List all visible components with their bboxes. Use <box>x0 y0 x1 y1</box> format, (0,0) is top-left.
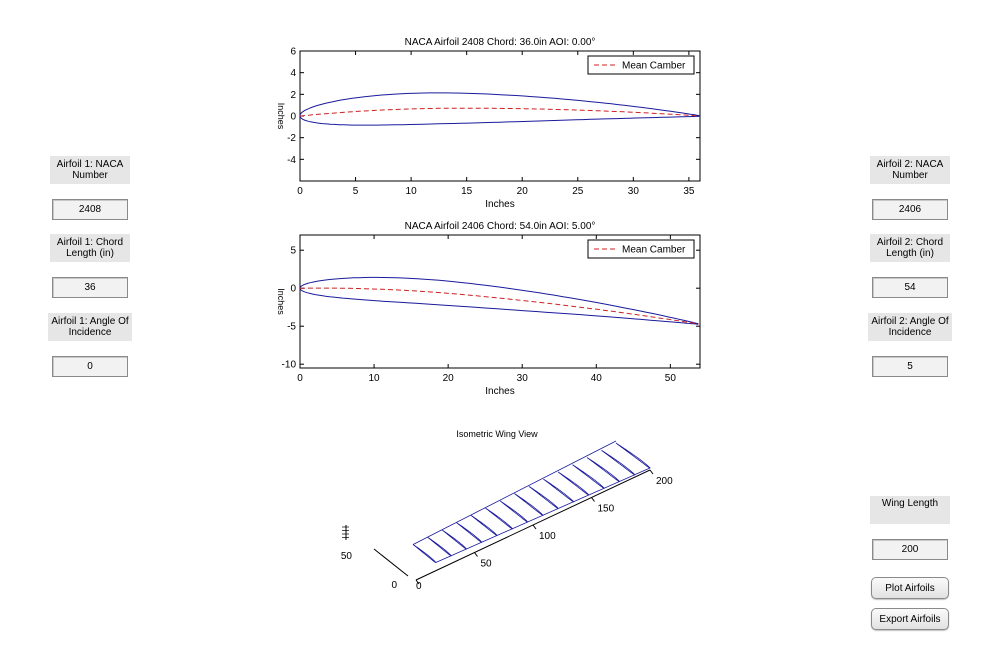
plot-lines <box>300 92 700 126</box>
x-tick-label: 30 <box>517 373 529 384</box>
airfoil2-naca-input[interactable] <box>872 199 948 220</box>
y-tick-label: -5 <box>287 322 296 333</box>
airfoil1-chord-input[interactable] <box>52 277 128 298</box>
span-tick-label: 50 <box>481 559 493 570</box>
x-tick-label: 5 <box>353 186 359 197</box>
chart-title: NACA Airfoil 2408 Chord: 36.0in AOI: 0.0… <box>405 37 596 48</box>
y-tick-label: -2 <box>287 133 296 144</box>
x-tick-label: 20 <box>517 186 529 197</box>
plot-airfoils-button[interactable]: Plot Airfoils <box>871 577 949 599</box>
wing-section-line <box>514 493 544 516</box>
span-tick <box>591 497 595 502</box>
span-tick <box>649 469 654 475</box>
wing-section-line <box>441 529 467 550</box>
wing-length-input[interactable] <box>872 539 948 560</box>
legend-box <box>587 239 695 259</box>
airfoil1-naca-input[interactable] <box>52 199 128 220</box>
mean-camber-line <box>300 107 700 117</box>
wing-section-line <box>572 464 605 489</box>
y-tick-label: 5 <box>290 246 296 257</box>
plot-lines <box>300 276 699 325</box>
airfoil2-chord-label: Airfoil 2: Chord Length (in) <box>870 234 950 262</box>
y-tick-label: 4 <box>290 68 296 79</box>
y-tick-label: -4 <box>287 155 296 166</box>
airfoil1-aoi-label: Airfoil 1: Angle Of Incidence <box>48 313 132 341</box>
wing-sections <box>412 440 651 563</box>
airfoil1-chart: NACA Airfoil 2408 Chord: 36.0in AOI: 0.0… <box>276 37 701 210</box>
trailing-edge-line <box>412 440 617 545</box>
legend-entry: Mean Camber <box>622 245 686 256</box>
wing-section-line <box>485 507 513 530</box>
airfoil-profile-line <box>300 92 700 126</box>
wing-section-line <box>499 500 528 523</box>
x-tick-label: 40 <box>591 373 603 384</box>
wing-section-line <box>412 544 437 563</box>
airfoil2-chart: NACA Airfoil 2406 Chord: 54.0in AOI: 5.0… <box>276 221 701 397</box>
chord-tick-label: 0 <box>391 580 397 591</box>
airfoil-profile-line <box>300 276 699 325</box>
x-tick-label: 30 <box>628 186 640 197</box>
x-tick-label: 35 <box>683 186 695 197</box>
x-tick-label: 25 <box>572 186 584 197</box>
x-tick-label: 0 <box>297 373 303 384</box>
x-tick-label: 10 <box>406 186 418 197</box>
x-tick-label: 20 <box>443 373 455 384</box>
x-tick-label: 0 <box>297 186 303 197</box>
airfoil1-aoi-input[interactable] <box>52 356 128 377</box>
airfoil1-chord-label: Airfoil 1: Chord Length (in) <box>50 234 130 262</box>
x-axis-label: Inches <box>485 386 514 397</box>
chord-axis <box>373 548 409 577</box>
x-axis-label: Inches <box>485 199 514 210</box>
span-tick-label: 200 <box>656 476 673 487</box>
y-tick-label: 0 <box>290 284 296 295</box>
wing-section-line <box>615 442 651 469</box>
x-tick-label: 10 <box>369 373 381 384</box>
plot-frame <box>299 50 701 182</box>
legend-box <box>587 55 695 75</box>
span-tick-label: 100 <box>539 531 556 542</box>
wing-section-line <box>557 471 590 496</box>
wing-section-line <box>528 486 559 509</box>
chord-tick-label: 50 <box>341 551 353 562</box>
legend-entry: Mean Camber <box>622 61 686 72</box>
airfoil2-aoi-label: Airfoil 2: Angle Of Incidence <box>868 313 952 341</box>
y-tick-label: -10 <box>282 360 297 371</box>
airfoil1-naca-label: Airfoil 1: NACA Number <box>50 156 130 184</box>
span-tick <box>415 579 420 585</box>
span-tick <box>474 552 478 557</box>
wing-section-line <box>470 515 498 536</box>
chart-title: NACA Airfoil 2406 Chord: 54.0in AOI: 5.0… <box>405 221 596 232</box>
span-axis <box>415 469 651 581</box>
span-tick-label: 150 <box>598 504 615 515</box>
export-airfoils-button[interactable]: Export Airfoils <box>871 608 949 630</box>
airfoil2-naca-label: Airfoil 2: NACA Number <box>870 156 950 184</box>
mean-camber-line <box>300 287 699 325</box>
x-tick-label: 50 <box>665 373 677 384</box>
wing-section-line <box>543 478 574 503</box>
y-tick-label: 6 <box>290 47 296 58</box>
isometric-wing-chart: Isometric Wing View 50 100 150 200 0 0 50 <box>341 429 673 592</box>
leading-edge-line <box>435 467 651 563</box>
plot-frame <box>299 234 701 369</box>
y-tick-label: 2 <box>290 90 296 101</box>
wing-section-line <box>586 457 620 482</box>
wing-section-line <box>427 536 452 557</box>
wing-length-label: Wing Length <box>870 496 950 524</box>
span-tick <box>532 524 537 530</box>
wing-section-line <box>456 522 483 543</box>
x-tick-label: 15 <box>461 186 473 197</box>
y-tick-label: 0 <box>290 112 296 123</box>
y-axis-label: Inches <box>276 103 286 130</box>
span-tick-label: 0 <box>416 581 422 592</box>
airfoil2-aoi-input[interactable] <box>872 356 948 377</box>
chart-title: Isometric Wing View <box>456 429 538 439</box>
y-axis-label: Inches <box>276 288 286 315</box>
wing-section-line <box>601 449 636 476</box>
airfoil2-chord-input[interactable] <box>872 277 948 298</box>
